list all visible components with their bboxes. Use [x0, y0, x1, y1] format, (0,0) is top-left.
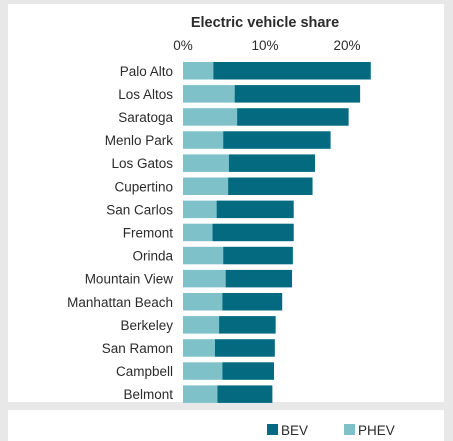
category-label-fremont: Fremont [123, 225, 174, 240]
bar-phev-berkeley [183, 316, 220, 334]
bar-phev-manhattan-beach [183, 293, 223, 311]
bar-phev-san-carlos [183, 200, 217, 219]
bar-phev-orinda [183, 246, 224, 265]
category-label-cupertino: Cupertino [114, 179, 173, 194]
bar-bev-campbell [222, 362, 275, 380]
bar-bev-fremont [212, 223, 294, 242]
category-label-san-carlos: San Carlos [106, 202, 173, 217]
category-label-saratoga: Saratoga [118, 110, 173, 125]
x-tick-0-: 0% [173, 38, 193, 53]
x-tick-10-: 10% [251, 38, 278, 53]
bar-bev-los-altos [234, 85, 361, 103]
bar-phev-campbell [183, 362, 223, 380]
bar-bev-saratoga [237, 108, 349, 126]
bar-phev-belmont [183, 385, 218, 403]
category-label-manhattan-beach: Manhattan Beach [67, 295, 173, 310]
bar-bev-los-gatos [228, 154, 316, 172]
bar-phev-los-gatos [183, 154, 229, 172]
chart-title: Electric vehicle share [191, 15, 339, 31]
bar-phev-saratoga [183, 108, 238, 126]
bars [183, 62, 371, 403]
bar-bev-belmont [217, 385, 273, 403]
category-label-belmont: Belmont [123, 387, 173, 402]
legend-swatch-bev [267, 424, 278, 435]
bar-phev-cupertino [183, 177, 229, 195]
bar-bev-palo-alto [213, 62, 371, 80]
bar-phev-fremont [183, 223, 213, 242]
x-tick-20-: 20% [333, 38, 360, 53]
legend-label-phev: PHEV [358, 423, 395, 438]
bar-bev-orinda [223, 246, 293, 265]
legend: BEV PHEV [267, 423, 395, 438]
category-label-san-ramon: San Ramon [102, 341, 173, 356]
legend-panel [8, 410, 444, 441]
category-label-campbell: Campbell [116, 364, 173, 379]
bar-bev-berkeley [219, 316, 276, 334]
bar-phev-mountain-view [183, 269, 226, 288]
legend-label-bev: BEV [281, 423, 308, 438]
bar-bev-manhattan-beach [222, 293, 283, 311]
category-label-orinda: Orinda [132, 249, 173, 264]
bar-bev-san-carlos [216, 200, 294, 219]
legend-swatch-phev [344, 424, 355, 435]
category-label-menlo-park: Menlo Park [105, 133, 174, 148]
category-label-los-altos: Los Altos [118, 87, 173, 102]
category-label-palo-alto: Palo Alto [120, 64, 173, 79]
bar-bev-san-ramon [214, 339, 275, 357]
bar-phev-san-ramon [183, 339, 215, 357]
category-label-berkeley: Berkeley [120, 318, 173, 333]
bar-phev-los-altos [183, 85, 235, 103]
bar-phev-menlo-park [183, 131, 224, 149]
category-label-mountain-view: Mountain View [85, 272, 174, 287]
bar-bev-cupertino [228, 177, 313, 195]
bar-phev-palo-alto [183, 62, 214, 80]
category-labels: Palo Alto Los Altos Saratoga Menlo Park Los … [67, 64, 173, 402]
category-label-los-gatos: Los Gatos [111, 156, 173, 171]
x-axis-ticks: 0% 10% 20% [173, 38, 360, 53]
bar-bev-menlo-park [223, 131, 331, 149]
bar-bev-mountain-view [225, 269, 293, 288]
